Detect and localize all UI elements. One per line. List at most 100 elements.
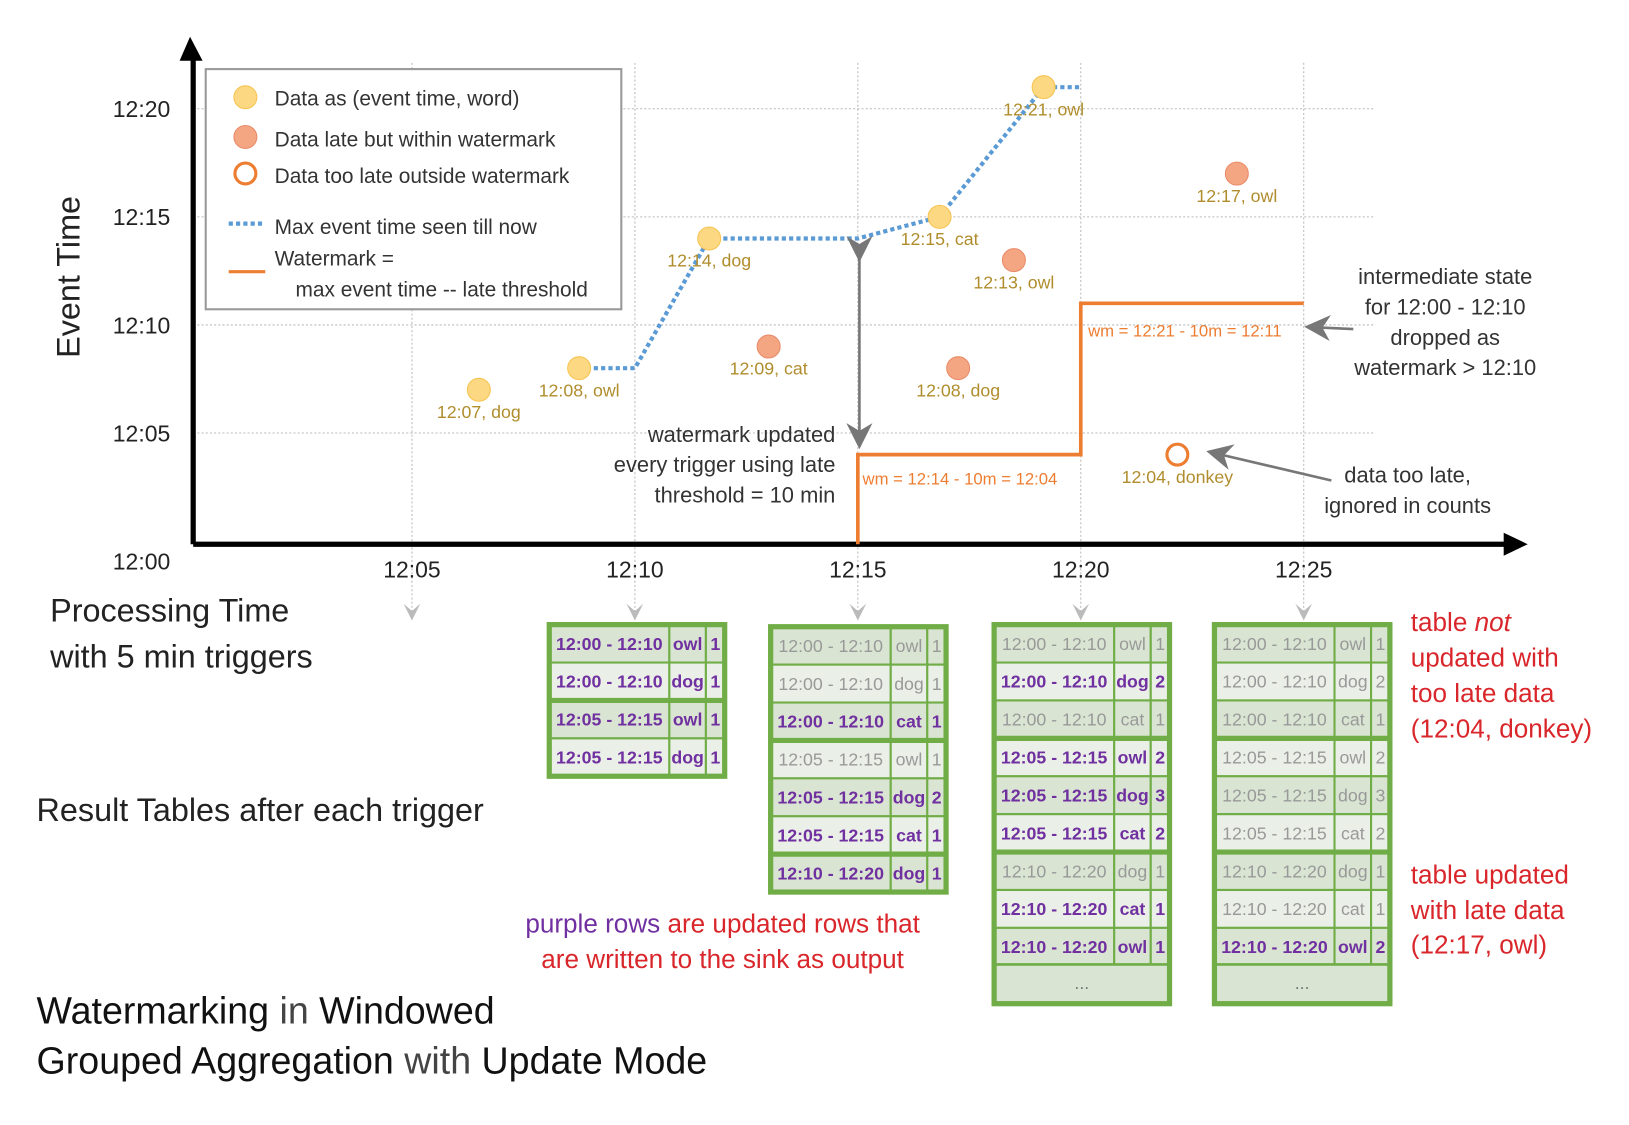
table-row: 12:00 - 12:10 cat 1 — [769, 701, 948, 742]
table-row: 12:05 - 12:15 owl 1 — [548, 697, 726, 740]
word-cell: owl — [673, 710, 703, 730]
count-cell: 1 — [710, 748, 720, 768]
x-axis-arrow-icon — [1503, 532, 1528, 556]
data-point: 12:21, owl — [1003, 75, 1084, 119]
window-cell: 12:00 - 12:10 — [1222, 710, 1327, 730]
table-row: 12:05 - 12:15 owl 2 — [1213, 735, 1391, 778]
table-row: 12:00 - 12:10 dog 2 — [1213, 661, 1391, 702]
point-label: 12:14, dog — [667, 251, 751, 271]
point-marker — [1031, 75, 1056, 100]
count-cell: 1 — [932, 712, 942, 732]
table-cell — [1333, 851, 1373, 892]
y-tick-label: 12:10 — [113, 312, 170, 338]
y-axis-arrow-icon — [179, 36, 203, 61]
note-line: data too late, — [1344, 463, 1471, 488]
data-point: 12:08, dog — [916, 356, 1000, 400]
table-row: 12:05 - 12:15 dog 3 — [993, 775, 1171, 816]
table-cell — [548, 737, 671, 778]
window-cell: 12:00 - 12:10 — [1001, 672, 1108, 692]
window-cell: 12:05 - 12:15 — [778, 750, 883, 770]
table-row: 12:00 - 12:10 owl 1 — [993, 623, 1171, 664]
window-cell: 12:05 - 12:15 — [1001, 823, 1108, 843]
note-line: dropped as — [1390, 325, 1500, 350]
table-row: 12:00 - 12:10 cat 1 — [1213, 699, 1391, 740]
not-updated-note: table not updated with too late data (12… — [1411, 607, 1592, 744]
point-label: 12:09, cat — [730, 359, 808, 379]
word-cell: dog — [893, 863, 926, 883]
data-point: 12:17, owl — [1196, 161, 1277, 206]
table-row: 12:10 - 12:20 dog 1 — [1213, 849, 1391, 892]
result-table-3: 12:00 - 12:10 owl 112:00 - 12:10 dog 212:00 … — [991, 622, 1173, 1007]
table-border — [768, 624, 949, 895]
word-cell: dog — [1338, 861, 1368, 881]
count-cell: 2 — [1376, 748, 1386, 768]
title-line1: Watermarking in Windowed — [37, 990, 495, 1032]
point-marker — [927, 204, 952, 229]
table-cell — [993, 699, 1116, 740]
max-event-time-line — [579, 85, 1081, 371]
legend-max-line: Max event time seen till now — [275, 216, 538, 239]
window-cell: 12:10 - 12:20 — [1001, 899, 1108, 919]
data-point: 12:13, owl — [973, 248, 1054, 292]
note-line: intermediate state — [1358, 264, 1532, 289]
count-cell: 1 — [932, 863, 942, 883]
word-cell: owl — [1119, 634, 1146, 654]
window-cell: 12:10 - 12:20 — [1221, 937, 1328, 957]
point-label: 12:07, dog — [437, 402, 521, 422]
count-cell: 1 — [710, 710, 720, 730]
watermark-label-2: wm = 12:21 - 10m = 12:11 — [1087, 321, 1282, 340]
y-tick-label: 12:00 — [113, 548, 170, 574]
watermark-updated-note: watermark updated every trigger using la… — [614, 422, 836, 508]
diagram-title: Watermarking in Windowed Grouped Aggrega… — [37, 990, 708, 1082]
count-cell: 2 — [1155, 823, 1165, 843]
window-cell: 12:05 - 12:15 — [1001, 748, 1108, 768]
point-label: 12:08, dog — [916, 380, 1000, 400]
count-cell: 1 — [1155, 710, 1165, 730]
point-label: 12:13, owl — [973, 272, 1054, 292]
table-row: 12:00 - 12:10 owl 1 — [769, 625, 948, 666]
table-cell — [993, 888, 1116, 929]
window-cell: 12:00 - 12:10 — [778, 636, 883, 656]
table-cell — [1113, 926, 1152, 967]
count-cell: 2 — [932, 788, 942, 808]
count-cell: 1 — [932, 750, 942, 770]
note-line: for 12:00 - 12:10 — [1365, 294, 1526, 319]
word-cell: cat — [896, 825, 922, 845]
word-cell: dog — [893, 788, 926, 808]
title-term: Update Mode — [482, 1040, 708, 1082]
table-cell — [1113, 775, 1152, 816]
count-cell: 1 — [932, 674, 942, 694]
y-axis-label: Event Time — [50, 196, 86, 358]
point-label: 12:17, owl — [1196, 186, 1277, 206]
note-line: ignored in counts — [1324, 493, 1491, 518]
word-cell: owl — [673, 634, 703, 654]
note-line: watermark > 12:10 — [1353, 355, 1536, 380]
legend-data-marker-icon — [233, 85, 258, 110]
purple-rows-note-line2: are written to the sink as output — [541, 944, 904, 974]
count-cell: 1 — [932, 636, 942, 656]
count-cell: 1 — [1155, 899, 1165, 919]
point-label: 12:15, cat — [901, 229, 979, 249]
note-line: too late data — [1411, 678, 1555, 708]
point-label: 12:21, owl — [1003, 99, 1084, 119]
table-cell — [769, 777, 892, 818]
window-cell: 12:00 - 12:10 — [1002, 634, 1107, 654]
table-border — [546, 622, 728, 779]
table-cell — [1113, 888, 1152, 929]
more-rows-ellipsis: ... — [1295, 973, 1310, 993]
point-marker — [946, 356, 971, 381]
title-term: Grouped Aggregation — [37, 1040, 394, 1082]
point-marker — [1165, 442, 1190, 467]
data-point: 12:04, donkey — [1122, 442, 1233, 487]
legend: Data as (event time, word) Data late but… — [204, 68, 623, 311]
data-point: 12:14, dog — [667, 226, 751, 271]
x-tick-label: 12:25 — [1275, 557, 1332, 583]
window-cell: 12:00 - 12:10 — [777, 712, 884, 732]
table-row: 12:10 - 12:20 dog 1 — [769, 851, 948, 894]
table-border — [991, 622, 1173, 1007]
word-cell: cat — [1120, 899, 1146, 919]
intermediate-state-arrow — [1304, 314, 1354, 342]
word-cell: dog — [671, 748, 704, 768]
window-cell: 12:10 - 12:20 — [1001, 937, 1108, 957]
point-marker — [466, 377, 491, 402]
